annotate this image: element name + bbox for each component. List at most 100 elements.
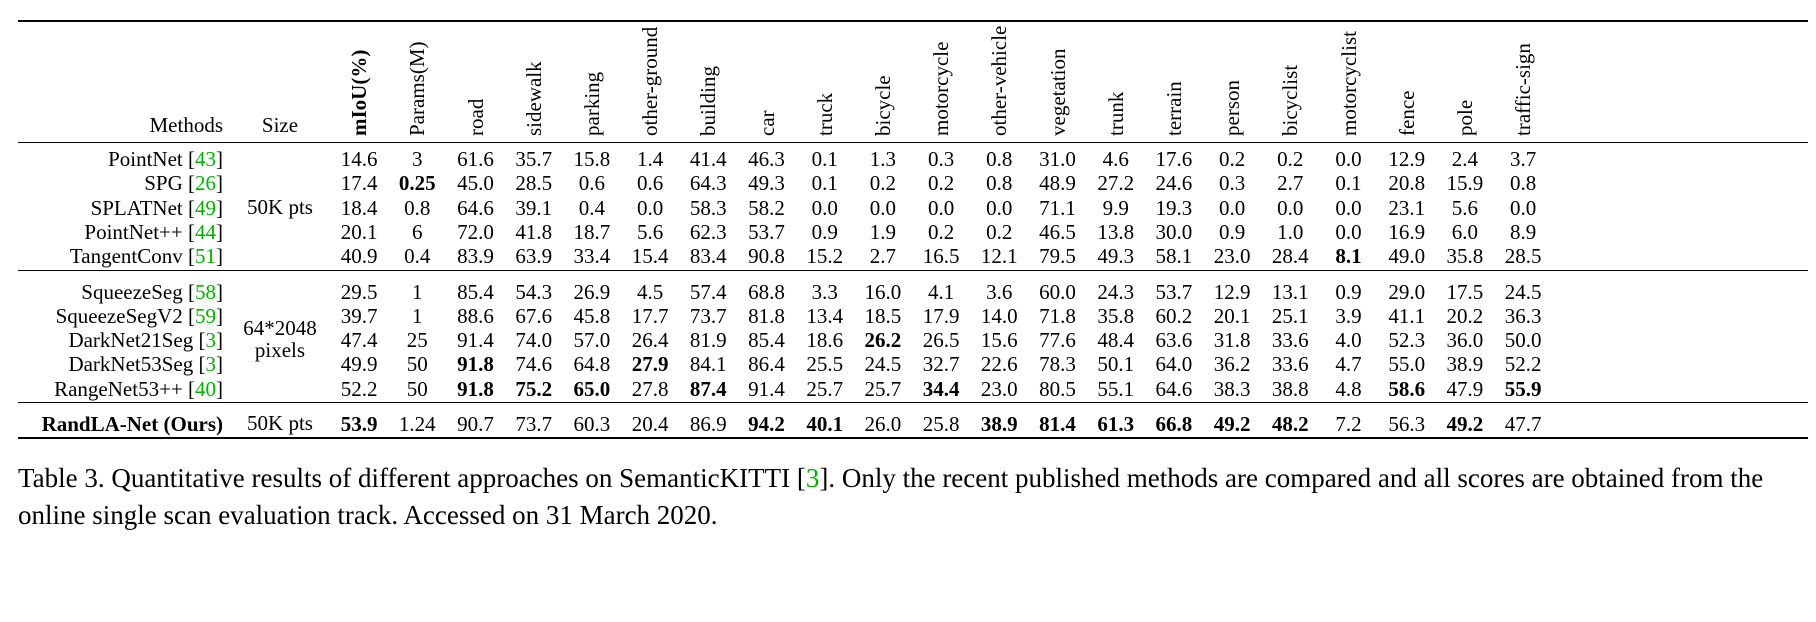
method-name: SqueezeSeg [58] — [81, 279, 223, 304]
value-cell: 28.4 — [1271, 244, 1309, 269]
value-cell: 58.1 — [1155, 244, 1193, 269]
value-cell: 62.3 — [689, 219, 727, 244]
value-cell: 35.8 — [1097, 303, 1135, 328]
value-cell: 26.9 — [573, 279, 611, 304]
value-cell: 52.3 — [1388, 328, 1426, 353]
value-cell: 2.7 — [869, 244, 897, 269]
size-label: 64*2048 — [243, 316, 317, 341]
value-cell: 18.7 — [573, 219, 611, 244]
value-cell: 3.3 — [811, 279, 838, 304]
value-cell: 0.9 — [1335, 279, 1362, 304]
method-label: RandLA-Net (Ours) — [41, 412, 223, 436]
value-cell: 68.8 — [748, 279, 785, 304]
value-cell: 85.4 — [748, 328, 785, 353]
value-cell: 30.0 — [1155, 219, 1193, 244]
value-cell: 15.2 — [806, 244, 844, 269]
method-label: SPLATNet — [90, 195, 183, 220]
value-cell: 49.9 — [340, 352, 378, 377]
value-cell: 4.8 — [1335, 376, 1362, 401]
value-cell: 0.4 — [404, 244, 431, 269]
value-cell: 86.9 — [689, 412, 727, 436]
column-header-road: road — [463, 98, 488, 136]
value-cell: 19.3 — [1155, 195, 1193, 220]
value-cell: 41.1 — [1388, 303, 1426, 328]
value-cell: 0.8 — [986, 171, 1013, 196]
value-cell: 45.8 — [573, 303, 611, 328]
value-cell: 75.2 — [515, 376, 553, 401]
column-header-bicycle: bicycle — [870, 75, 895, 136]
value-cell: 49.2 — [1446, 412, 1484, 436]
value-cell: 64.6 — [1155, 376, 1193, 401]
value-cell: 60.3 — [573, 412, 611, 436]
value-cell: 15.9 — [1446, 171, 1484, 196]
table-caption: Table 3. Quantitative results of differe… — [18, 460, 1808, 534]
value-cell: 53.9 — [340, 412, 378, 436]
value-cell: 26.2 — [864, 328, 902, 353]
value-cell: 12.1 — [980, 244, 1018, 269]
value-cell: 23.0 — [1213, 244, 1251, 269]
value-cell: 57.0 — [573, 328, 611, 353]
value-cell: 0.0 — [1218, 195, 1246, 220]
value-cell: 4.0 — [1335, 328, 1362, 353]
value-cell: 4.5 — [636, 279, 664, 304]
value-cell: 0.0 — [811, 195, 838, 220]
value-cell: 67.6 — [515, 303, 553, 328]
value-cell: 32.7 — [922, 352, 960, 377]
column-header-other-ground: other-ground — [638, 26, 663, 136]
value-cell: 0.8 — [1509, 171, 1537, 196]
value-cell: 23.1 — [1388, 195, 1426, 220]
value-cell: 53.7 — [748, 219, 785, 244]
value-cell: 0.2 — [927, 171, 955, 196]
value-cell: 49.3 — [1097, 244, 1135, 269]
value-cell: 81.4 — [1039, 412, 1076, 436]
value-cell: 54.3 — [515, 279, 553, 304]
value-cell: 24.5 — [1504, 279, 1542, 304]
value-cell: 13.8 — [1097, 219, 1135, 244]
value-cell: 79.5 — [1039, 244, 1076, 269]
value-cell: 25.7 — [806, 376, 844, 401]
value-cell: 0.1 — [811, 147, 838, 171]
value-cell: 26.4 — [631, 328, 669, 353]
value-cell: 81.8 — [748, 303, 785, 328]
value-cell: 27.2 — [1097, 171, 1135, 196]
value-cell: 20.2 — [1446, 303, 1484, 328]
value-cell: 18.6 — [806, 328, 844, 353]
value-cell: 73.7 — [689, 303, 727, 328]
column-header-pole: pole — [1452, 99, 1477, 136]
size-label: 50K pts — [247, 194, 313, 219]
value-cell: 60.0 — [1039, 279, 1076, 304]
column-header-other-vehicle: other-vehicle — [987, 25, 1012, 136]
value-cell: 35.7 — [515, 147, 553, 171]
value-cell: 23.0 — [980, 376, 1018, 401]
value-cell: 0.4 — [578, 195, 606, 220]
column-header-miou: mIoU(%) — [347, 49, 372, 136]
value-cell: 50.1 — [1097, 352, 1135, 377]
value-cell: 17.9 — [922, 303, 960, 328]
method-name: TangentConv [51] — [69, 244, 223, 269]
value-cell: 26.5 — [922, 328, 960, 353]
size-label: pixels — [254, 338, 306, 363]
method-label: PointNet++ — [84, 219, 183, 244]
value-cell: 56.3 — [1388, 412, 1426, 436]
value-cell: 3 — [412, 147, 423, 171]
value-cell: 40.9 — [340, 244, 378, 269]
value-cell: 27.9 — [631, 352, 669, 377]
value-cell: 27.8 — [631, 376, 669, 401]
value-cell: 0.0 — [869, 195, 897, 220]
value-cell: 18.5 — [864, 303, 902, 328]
value-cell: 38.9 — [1446, 352, 1484, 377]
value-cell: 64.8 — [573, 352, 611, 377]
value-cell: 1 — [412, 279, 423, 304]
value-cell: 33.6 — [1271, 352, 1309, 377]
value-cell: 0.2 — [1277, 147, 1304, 171]
value-cell: 20.8 — [1388, 171, 1426, 196]
value-cell: 91.4 — [748, 376, 785, 401]
value-cell: 58.3 — [689, 195, 727, 220]
value-cell: 29.0 — [1388, 279, 1426, 304]
value-cell: 36.0 — [1446, 328, 1484, 353]
value-cell: 83.9 — [457, 244, 494, 269]
value-cell: 34.4 — [922, 376, 960, 401]
value-cell: 3.6 — [986, 279, 1013, 304]
value-cell: 20.4 — [631, 412, 669, 436]
value-cell: 94.2 — [748, 412, 785, 436]
